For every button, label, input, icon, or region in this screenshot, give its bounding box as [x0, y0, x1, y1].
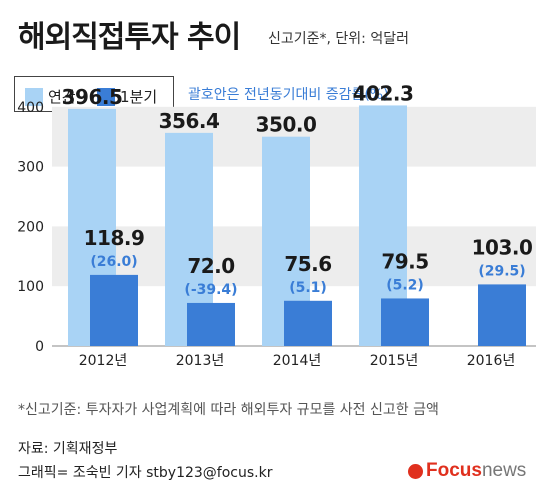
growth-rate-label: (5.2): [386, 277, 424, 293]
data-label-annual: 356.4: [159, 109, 220, 133]
y-tick-label: 0: [35, 339, 44, 355]
growth-rate-label: (26.0): [90, 254, 137, 270]
footnote: *신고기준: 투자자가 사업계획에 따라 해외투자 규모를 사전 신고한 금액: [18, 402, 439, 418]
data-label-annual: 402.3: [353, 81, 414, 105]
y-tick-label: 200: [17, 219, 44, 235]
bar-q1: [90, 274, 138, 346]
brand-focus-text: Focus: [426, 460, 482, 481]
x-tick-label: 2013년: [176, 353, 225, 369]
bar-q1: [478, 284, 526, 346]
legend-label-annual: 연간: [48, 88, 76, 106]
y-tick-label: 300: [17, 160, 44, 176]
bar-q1: [381, 298, 429, 346]
growth-rate-label: (29.5): [478, 263, 525, 279]
chart-subtitle: 신고기준*, 단위: 억달러: [268, 31, 409, 47]
x-tick-label: 2016년: [467, 353, 516, 369]
y-tick-label: 400: [17, 100, 44, 116]
bar-chart: 0 100 200 300 400 396.5 118.9 (26.0) 2012년 356.4 7…: [17, 81, 536, 369]
growth-rate-note: 괄호안은 전년동기대비 증감률(%): [188, 87, 389, 103]
credit-text: 그래픽= 조숙빈 기자 stby123@focus.kr: [18, 465, 273, 481]
legend-swatch-q1: [97, 87, 115, 106]
data-label-q1: 118.9: [84, 226, 145, 250]
brand-logo: Focus news: [408, 460, 526, 482]
legend-item-annual: 연간: [25, 86, 76, 107]
legend-swatch-annual: [25, 87, 43, 106]
data-label-annual: 396.5: [62, 85, 123, 109]
x-tick-label: 2015년: [370, 353, 419, 369]
data-label-q1: 75.6: [284, 252, 331, 276]
data-label-q1: 72.0: [187, 254, 234, 278]
data-label-q1: 79.5: [381, 249, 428, 273]
legend-item-q1: 1분기: [97, 86, 157, 107]
chart-title: 해외직접투자 추이: [18, 20, 241, 55]
bar-q1: [187, 302, 235, 346]
growth-rate-label: (5.1): [289, 280, 327, 296]
data-label-annual: 350.0: [256, 113, 317, 137]
growth-rate-label: (-39.4): [184, 282, 237, 298]
legend-label-q1: 1분기: [120, 88, 158, 106]
y-tick-label: 100: [17, 279, 44, 295]
brand-dot-icon: [408, 463, 423, 479]
data-label-q1: 103.0: [472, 235, 533, 259]
x-tick-label: 2012년: [79, 353, 128, 369]
source-text: 자료: 기획재정부: [18, 441, 118, 457]
bar-q1: [284, 300, 332, 346]
brand-news-text: news: [481, 460, 527, 481]
x-tick-label: 2014년: [273, 353, 322, 369]
